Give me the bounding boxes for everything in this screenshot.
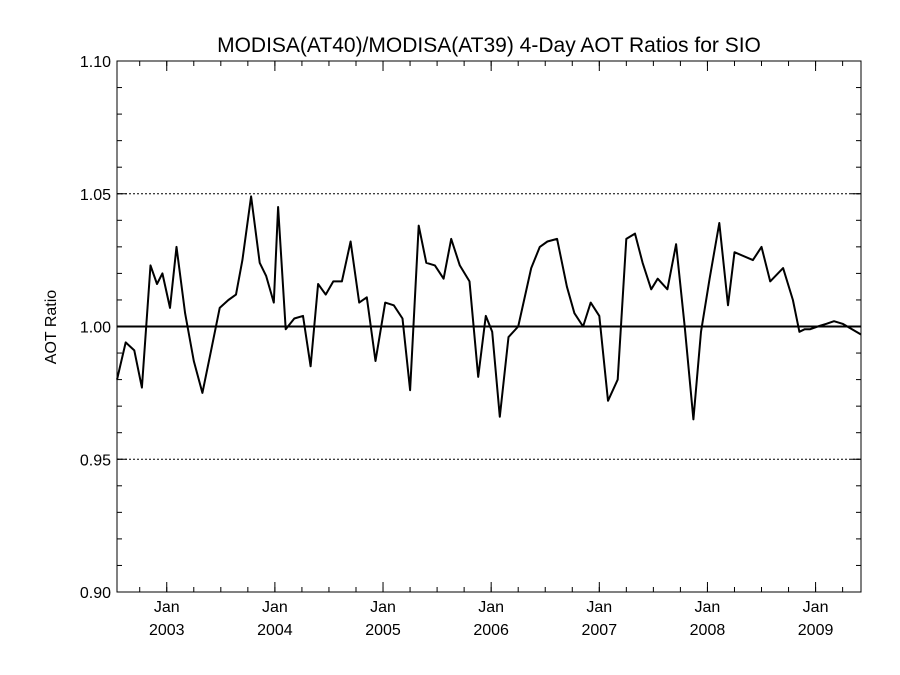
x-tick-year-label: 2006 bbox=[473, 622, 509, 639]
x-tick-month-label: Jan bbox=[695, 599, 721, 616]
x-tick-year-label: 2005 bbox=[365, 622, 401, 639]
x-tick-year-label: 2009 bbox=[798, 622, 834, 639]
ticks-layer bbox=[117, 60, 861, 593]
x-tick-month-label: Jan bbox=[262, 599, 288, 616]
series-line bbox=[116, 195, 862, 421]
y-tick-label: 0.90 bbox=[80, 585, 111, 602]
series-layer bbox=[116, 195, 862, 421]
x-tick-month-label: Jan bbox=[370, 599, 396, 616]
y-tick-label: 1.05 bbox=[80, 187, 111, 204]
x-tick-month-label: Jan bbox=[478, 599, 504, 616]
x-tick-month-label: Jan bbox=[803, 599, 829, 616]
x-tick-year-label: 2004 bbox=[257, 622, 293, 639]
x-tick-year-label: 2008 bbox=[690, 622, 726, 639]
y-tick-label: 1.10 bbox=[80, 54, 111, 71]
x-tick-year-label: 2003 bbox=[149, 622, 185, 639]
plot-frame bbox=[116, 60, 862, 593]
x-tick-month-label: Jan bbox=[154, 599, 180, 616]
y-axis-label: AOT Ratio bbox=[43, 290, 60, 365]
x-tick-year-label: 2007 bbox=[582, 622, 618, 639]
y-tick-label: 0.95 bbox=[80, 452, 111, 469]
labels-layer: 0.90 0.95 1.00 1.05 1.10 Jan 2003 Jan 2004 Jan 200… bbox=[80, 54, 834, 639]
x-tick-month-label: Jan bbox=[586, 599, 612, 616]
y-tick-label: 1.00 bbox=[80, 320, 111, 337]
chart-title: MODISA(AT40)/MODISA(AT39) 4-Day AOT Rati… bbox=[217, 34, 761, 57]
